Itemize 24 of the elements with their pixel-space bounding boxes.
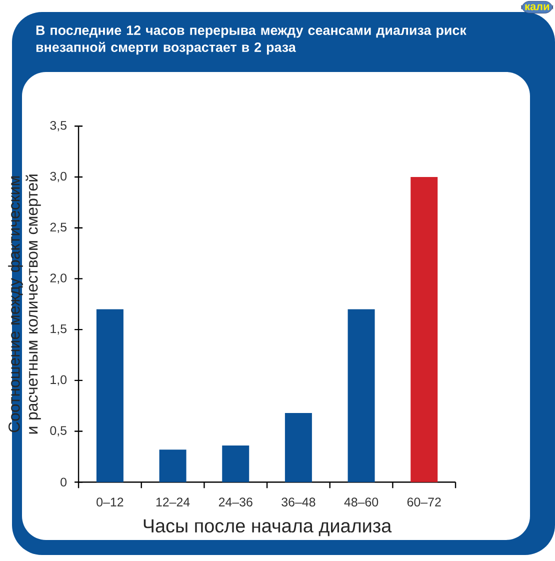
bar <box>159 450 186 482</box>
y-tick-label: 0,5 <box>50 426 66 436</box>
x-tick-label: 24–36 <box>218 498 252 506</box>
y-tick-label: 3,5 <box>50 120 66 132</box>
bar <box>348 309 375 482</box>
bar <box>96 309 124 482</box>
bar <box>284 412 312 482</box>
x-tick-label: 0–12 <box>96 498 124 506</box>
bar <box>410 176 438 482</box>
x-tick-label: 60–72 <box>407 498 441 506</box>
x-tick-label: 36–48 <box>282 498 316 506</box>
y-tick-label: 2,5 <box>50 222 66 233</box>
x-axis-title: Часы после начала диализа <box>144 519 392 536</box>
x-tick-label: 12–24 <box>156 498 190 506</box>
y-tick-label: 3,0 <box>50 172 67 182</box>
y-tick-label: 1,0 <box>50 375 67 386</box>
y-tick-label: 0 <box>60 478 67 487</box>
chart-title: В последние 12 часов перерыва между сеансами диализа риск внезапной смерти возрастает в 2 раза <box>36 26 466 55</box>
y-tick-label: 1,5 <box>50 324 66 335</box>
y-axis-title: Соотношение между фактическим и расчетным количеством смертей <box>8 174 41 434</box>
x-tick-label: 48–60 <box>344 498 378 506</box>
y-tick-label: 2,0 <box>50 274 67 284</box>
text: кали <box>525 4 550 10</box>
bar <box>222 446 250 482</box>
